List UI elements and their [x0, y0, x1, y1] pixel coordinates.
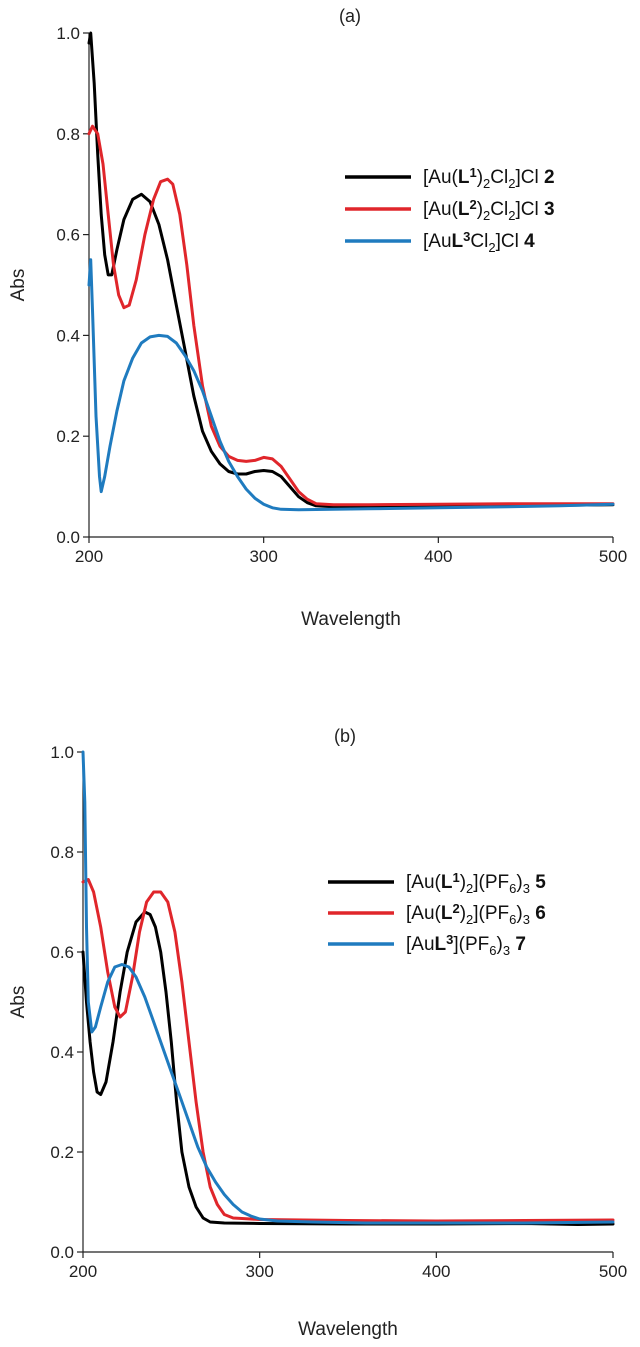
legend-label-part: L — [458, 199, 470, 220]
x-tick-label: 500 — [599, 1262, 627, 1281]
legend-label-part: ) — [477, 199, 483, 220]
legend-label-part: L — [441, 872, 453, 893]
y-tick-label: 1.0 — [56, 24, 80, 43]
legend-label-part: 2 — [544, 167, 555, 188]
legend-label-part: ]Cl — [496, 231, 525, 252]
legend-label-part: L — [452, 231, 464, 252]
legend-label-1: [Au(L1)2Cl2]Cl 2 — [423, 165, 555, 191]
legend-label-part: 6 — [489, 943, 496, 958]
y-axis-title: Abs — [8, 986, 29, 1019]
legend-label-part: [Au — [423, 231, 452, 252]
legend-label-part: 3 — [463, 229, 470, 244]
legend-label-part: Cl — [490, 199, 508, 220]
legend-label-part: 6 — [530, 903, 546, 924]
y-tick-label: 0.0 — [50, 1243, 74, 1262]
legend-label-part: Cl — [490, 167, 508, 188]
legend-label-3: [AuL3](PF6)3 7 — [406, 932, 526, 958]
legend-label-part: ) — [460, 903, 466, 924]
legend-label-part: 2 — [466, 881, 473, 896]
x-tick-label: 500 — [599, 547, 627, 566]
y-tick-label: 0.2 — [56, 427, 80, 446]
legend-label-part: [Au — [406, 934, 435, 955]
x-tick-label: 300 — [249, 547, 277, 566]
legend-label-part: 6 — [509, 912, 516, 927]
legend-label-part: ) — [477, 167, 483, 188]
series-line-3 — [87, 258, 615, 512]
panel-label: (a) — [339, 6, 361, 26]
legend-label-part: 2 — [483, 208, 490, 223]
legend-label-part: [Au( — [423, 167, 459, 188]
series-line-1 — [81, 910, 615, 1226]
legend-label-part: 5 — [530, 872, 546, 893]
legend-label-part: 3 — [446, 932, 453, 947]
x-tick-label: 200 — [75, 547, 103, 566]
legend-label-part: ]Cl — [515, 199, 544, 220]
legend-label-part: L — [435, 934, 447, 955]
legend-label-part: 1 — [452, 870, 459, 885]
legend-label-part: [Au( — [423, 199, 459, 220]
legend-label-part: 2 — [508, 176, 515, 191]
legend-label-part: 6 — [509, 881, 516, 896]
x-tick-label: 400 — [422, 1262, 450, 1281]
legend-label-part: ](PF — [453, 934, 489, 955]
x-axis-title: Wavelength — [301, 609, 401, 630]
legend-label-part: 1 — [469, 165, 476, 180]
legend-label-2: [Au(L2)2Cl2]Cl 3 — [423, 197, 555, 223]
legend-label-1: [Au(L1)2](PF6)3 5 — [406, 870, 546, 896]
legend-label-part: ](PF — [473, 872, 509, 893]
legend-label-part: 3 — [503, 943, 510, 958]
y-tick-label: 0.8 — [50, 843, 74, 862]
x-tick-label: 400 — [424, 547, 452, 566]
legend-label-part: 3 — [523, 912, 530, 927]
x-tick-label: 200 — [69, 1262, 97, 1281]
series-line-2 — [81, 878, 615, 1223]
legend-label-part: 7 — [510, 934, 526, 955]
legend-label-part: ](PF — [473, 903, 509, 924]
series-line-1 — [87, 31, 615, 509]
legend-label-part: 2 — [488, 240, 495, 255]
legend-label-part: 2 — [452, 901, 459, 916]
series-line-3 — [81, 750, 615, 1225]
x-axis-title: Wavelength — [298, 1319, 398, 1340]
y-tick-label: 0.6 — [56, 226, 80, 245]
y-tick-label: 0.2 — [50, 1143, 74, 1162]
legend-label-part: [Au( — [406, 903, 442, 924]
panel-label: (b) — [334, 726, 356, 746]
y-tick-label: 0.0 — [56, 528, 80, 547]
legend-label-2: [Au(L2)2](PF6)3 6 — [406, 901, 546, 927]
legend-label-part: Cl — [470, 231, 488, 252]
legend-label-part: 3 — [544, 199, 555, 220]
legend-label-part: [Au( — [406, 872, 442, 893]
y-tick-label: 1.0 — [50, 743, 74, 762]
series-line-2 — [87, 124, 615, 507]
y-tick-label: 0.6 — [50, 943, 74, 962]
legend-label-part: ) — [516, 872, 522, 893]
legend-label-part: 2 — [483, 176, 490, 191]
panel-b: (b) 0.0 0.2 0.4 0.6 0.8 1.0 200 300 400 500 Wavelen… — [8, 726, 627, 1340]
x-tick-label: 300 — [245, 1262, 273, 1281]
legend-label-part: ) — [497, 934, 503, 955]
y-axis-title: Abs — [8, 269, 29, 302]
y-tick-label: 0.4 — [56, 326, 80, 345]
legend-label-part: L — [458, 167, 470, 188]
y-tick-label: 0.4 — [50, 1043, 74, 1062]
legend-label-part: ]Cl — [515, 167, 544, 188]
legend-label-part: L — [441, 903, 453, 924]
legend-label-part: ) — [460, 872, 466, 893]
panel-a: (a) 0.0 0.2 0.4 0.6 0.8 1.0 200 300 400 500 Wavelen… — [8, 6, 627, 630]
y-tick-label: 0.8 — [56, 125, 80, 144]
legend-label-part: ) — [516, 903, 522, 924]
legend-label-part: 2 — [469, 197, 476, 212]
legend-label-part: 2 — [508, 208, 515, 223]
legend-label-3: [AuL3Cl2]Cl 4 — [423, 229, 535, 255]
legend-label-part: 2 — [466, 912, 473, 927]
legend-label-part: 4 — [524, 231, 535, 252]
legend-label-part: 3 — [523, 881, 530, 896]
